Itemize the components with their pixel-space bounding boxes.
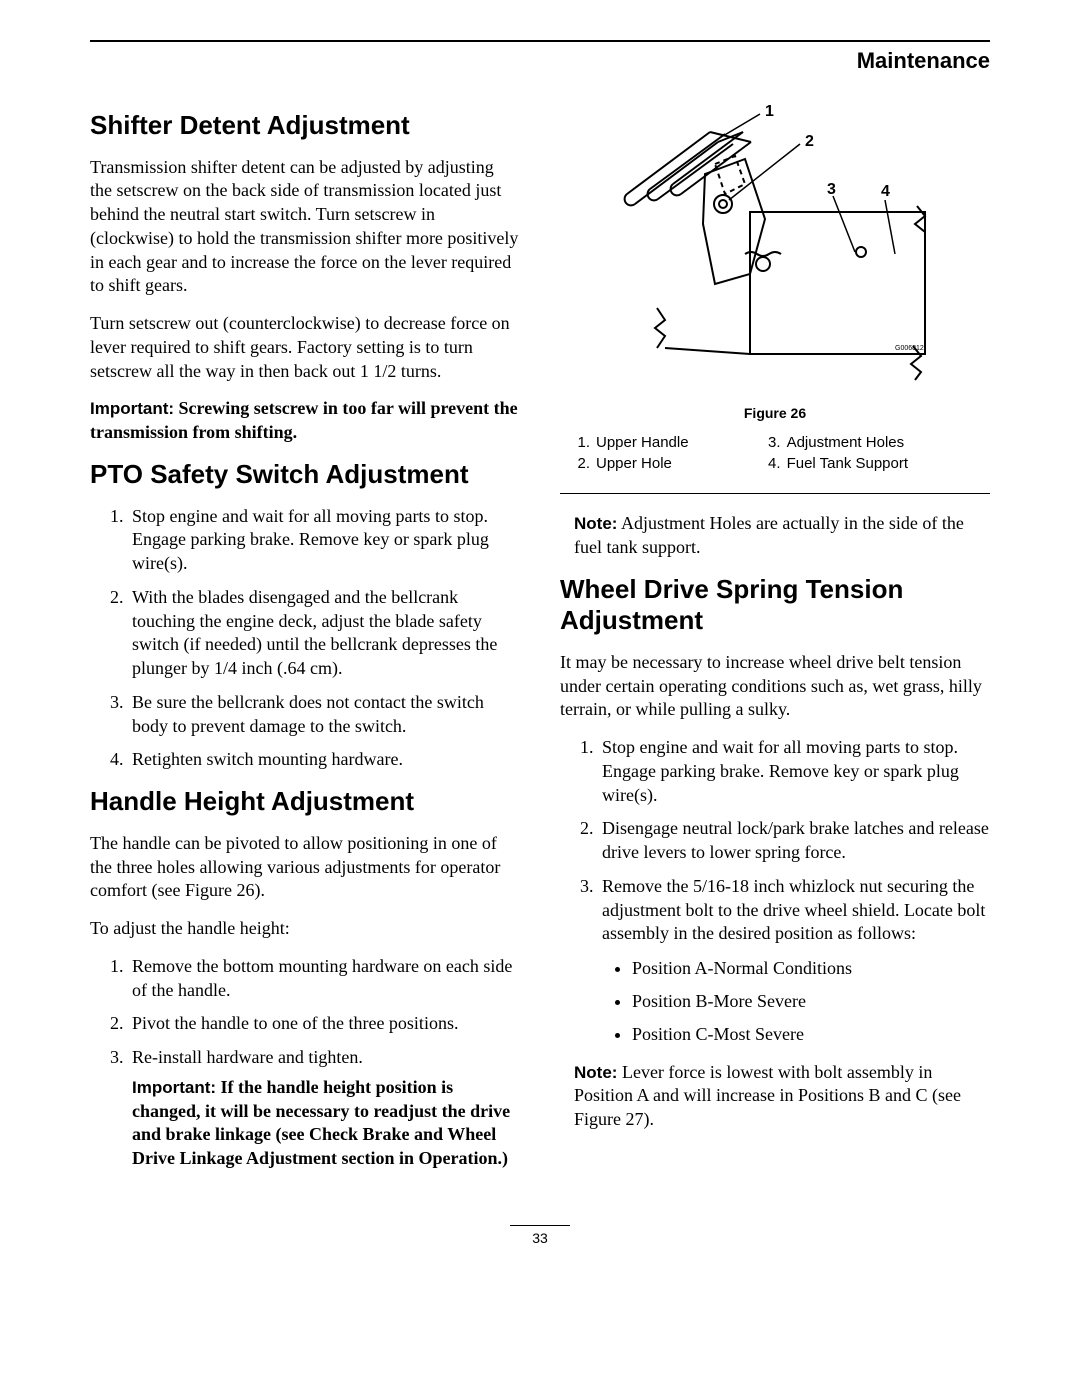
wheel-note: Note: Lever force is lowest with bolt as… (560, 1061, 990, 1132)
drawing-id: G006812 (895, 345, 924, 352)
list-item: Pivot the handle to one of the three pos… (128, 1012, 520, 1036)
list-item: Position A-Normal Conditions (632, 956, 990, 981)
page-number: 33 (90, 1225, 990, 1246)
list-item: Stop engine and wait for all moving part… (128, 505, 520, 576)
position-list: Position A-Normal Conditions Position B-… (602, 956, 990, 1046)
handle-para-1: The handle can be pivoted to allow posit… (90, 832, 520, 903)
figure-legend: 1. Upper Handle 3. Adjustment Holes 2. U… (560, 431, 990, 475)
note-text: Adjustment Holes are actually in the sid… (574, 513, 964, 557)
note-label: Note: (574, 1063, 617, 1082)
list-item: Position C-Most Severe (632, 1022, 990, 1047)
callout-3: 3 (827, 181, 836, 198)
shifter-important: Important: Screwing setscrew in too far … (90, 397, 520, 445)
handle-diagram-svg: 1 2 3 4 G006812 (595, 104, 955, 394)
wheel-steps-list: Stop engine and wait for all moving part… (560, 736, 990, 1046)
important-label: Important: (132, 1078, 216, 1097)
list-item-text: Remove the 5/16-18 inch whizlock nut sec… (602, 876, 985, 944)
shifter-para-2: Turn setscrew out (counterclockwise) to … (90, 312, 520, 383)
list-item-text: Re-install hardware and tighten. (132, 1047, 363, 1067)
list-item: With the blades disengaged and the bellc… (128, 586, 520, 681)
important-label: Important: (90, 399, 174, 418)
list-item: Remove the 5/16-18 inch whizlock nut sec… (598, 875, 990, 1047)
shifter-para-1: Transmission shifter detent can be adjus… (90, 156, 520, 299)
list-item: Re-install hardware and tighten. Importa… (128, 1046, 520, 1171)
list-item: Retighten switch mounting hardware. (128, 748, 520, 772)
callout-2: 2 (805, 133, 814, 150)
legend-label: Upper Hole (594, 454, 751, 473)
heading-shifter-detent: Shifter Detent Adjustment (90, 110, 520, 142)
page-section-header: Maintenance (90, 48, 990, 74)
figure-note: Note: Adjustment Holes are actually in t… (560, 512, 990, 560)
table-row: 2. Upper Hole 4. Fuel Tank Support (562, 454, 988, 473)
legend-num: 2. (562, 454, 592, 473)
list-item: Stop engine and wait for all moving part… (598, 736, 990, 807)
list-item: Disengage neutral lock/park brake latche… (598, 817, 990, 865)
handle-steps-list: Remove the bottom mounting hardware on e… (90, 955, 520, 1171)
legend-label: Adjustment Holes (785, 433, 988, 452)
legend-num: 3. (753, 433, 783, 452)
handle-important: Important: If the handle height position… (132, 1076, 520, 1171)
heading-wheel-drive: Wheel Drive Spring Tension Adjustment (560, 574, 990, 637)
legend-num: 1. (562, 433, 592, 452)
list-item: Position B-More Severe (632, 989, 990, 1014)
list-item: Remove the bottom mounting hardware on e… (128, 955, 520, 1003)
note-text: Lever force is lowest with bolt assembly… (574, 1062, 961, 1130)
pto-steps-list: Stop engine and wait for all moving part… (90, 505, 520, 773)
legend-num: 4. (753, 454, 783, 473)
handle-para-2: To adjust the handle height: (90, 917, 520, 941)
wheel-para-1: It may be necessary to increase wheel dr… (560, 651, 990, 722)
note-label: Note: (574, 514, 617, 533)
content-columns: Shifter Detent Adjustment Transmission s… (90, 104, 990, 1185)
table-row: 1. Upper Handle 3. Adjustment Holes (562, 433, 988, 452)
left-column: Shifter Detent Adjustment Transmission s… (90, 104, 520, 1185)
figure-26: 1 2 3 4 G006812 Figure 26 (560, 104, 990, 421)
legend-label: Upper Handle (594, 433, 751, 452)
list-item: Be sure the bellcrank does not contact t… (128, 691, 520, 739)
legend-label: Fuel Tank Support (785, 454, 988, 473)
section-divider (560, 493, 990, 494)
heading-pto-safety: PTO Safety Switch Adjustment (90, 459, 520, 491)
figure-caption: Figure 26 (560, 405, 990, 421)
heading-handle-height: Handle Height Adjustment (90, 786, 520, 818)
right-column: 1 2 3 4 G006812 Figure 26 1. Upper Handl… (560, 104, 990, 1185)
callout-4: 4 (881, 183, 890, 200)
callout-1: 1 (765, 104, 774, 120)
